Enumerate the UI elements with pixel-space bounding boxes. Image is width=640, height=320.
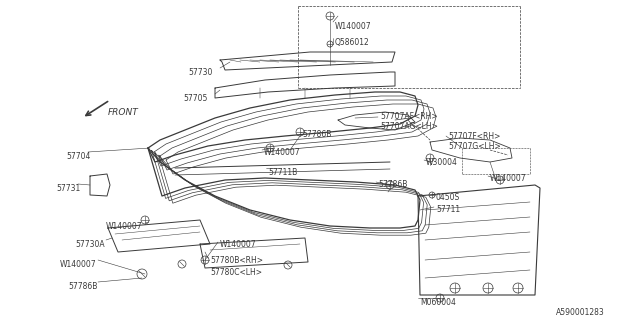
- Text: 57707G<LH>: 57707G<LH>: [448, 142, 500, 151]
- Text: 57707F<RH>: 57707F<RH>: [448, 132, 500, 141]
- Text: W140007: W140007: [220, 240, 257, 249]
- Text: W140007: W140007: [60, 260, 97, 269]
- Text: 57780B<RH>: 57780B<RH>: [210, 256, 263, 265]
- Text: W30004: W30004: [426, 158, 458, 167]
- Text: 57786B: 57786B: [68, 282, 97, 291]
- Text: 57707AF<RH>: 57707AF<RH>: [380, 112, 438, 121]
- Text: 57711B: 57711B: [268, 168, 297, 177]
- Text: Q586012: Q586012: [335, 38, 370, 47]
- Text: 57711: 57711: [436, 205, 460, 214]
- Text: 57707AG<LH>: 57707AG<LH>: [380, 122, 438, 131]
- Text: 0450S: 0450S: [436, 193, 460, 202]
- Text: W140007: W140007: [264, 148, 301, 157]
- Text: 57704: 57704: [66, 152, 90, 161]
- Text: W140007: W140007: [335, 22, 372, 31]
- Text: 57786B: 57786B: [302, 130, 332, 139]
- Text: A590001283: A590001283: [556, 308, 605, 317]
- Text: M060004: M060004: [420, 298, 456, 307]
- Text: W140007: W140007: [106, 222, 143, 231]
- Text: W140007: W140007: [490, 174, 527, 183]
- Text: 57780C<LH>: 57780C<LH>: [210, 268, 262, 277]
- Text: 57730: 57730: [188, 68, 212, 77]
- Text: 57730A: 57730A: [75, 240, 104, 249]
- Text: FRONT: FRONT: [108, 108, 139, 117]
- Text: 57731: 57731: [56, 184, 80, 193]
- Text: 57786B: 57786B: [378, 180, 408, 189]
- Text: 57705: 57705: [183, 94, 207, 103]
